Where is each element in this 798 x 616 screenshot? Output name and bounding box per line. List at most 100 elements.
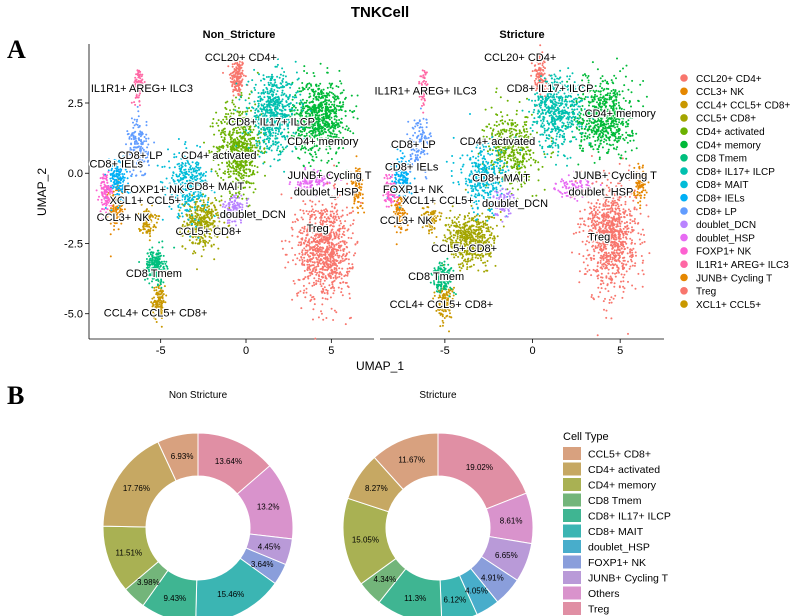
umap-point xyxy=(240,85,243,87)
umap-point xyxy=(241,135,244,138)
umap-point xyxy=(341,209,344,212)
umap-point xyxy=(314,153,317,156)
umap-point xyxy=(307,277,310,280)
umap-point xyxy=(110,209,113,212)
umap-point xyxy=(226,141,229,144)
umap-point xyxy=(189,208,192,211)
umap-point xyxy=(232,165,234,167)
umap-point xyxy=(97,198,100,201)
umap-point xyxy=(326,71,329,74)
umap-point xyxy=(112,220,115,223)
umap-point xyxy=(188,223,190,226)
umap-point xyxy=(197,162,200,165)
umap-point xyxy=(347,236,350,239)
umap-point xyxy=(201,236,203,239)
umap-point xyxy=(168,166,171,169)
umap-point xyxy=(158,299,161,302)
umap-point xyxy=(155,321,158,323)
umap-point xyxy=(161,289,164,292)
umap-point xyxy=(309,113,311,116)
umap-point xyxy=(196,224,199,227)
umap-point xyxy=(115,206,117,209)
umap-point xyxy=(344,255,347,258)
umap-point xyxy=(235,82,238,85)
umap-point xyxy=(138,104,141,107)
umap-point xyxy=(193,196,196,199)
umap-point xyxy=(346,229,349,232)
umap-point xyxy=(177,179,180,182)
umap-point xyxy=(184,176,187,179)
umap-point xyxy=(237,93,240,96)
umap-point xyxy=(299,229,302,232)
umap-point xyxy=(147,137,150,140)
umap-point xyxy=(236,138,239,141)
umap-point xyxy=(122,180,125,183)
umap-point xyxy=(327,159,330,162)
umap-point xyxy=(223,140,226,143)
umap-point xyxy=(325,148,328,151)
umap-point xyxy=(189,168,192,171)
umap-point xyxy=(279,153,282,156)
umap-point xyxy=(106,185,109,188)
umap-point xyxy=(206,220,209,223)
umap-point xyxy=(121,210,124,213)
umap-point xyxy=(188,213,191,216)
umap-point xyxy=(231,206,234,208)
umap-point xyxy=(251,79,254,82)
umap-point xyxy=(335,311,338,314)
umap-point xyxy=(309,165,312,168)
umap-point xyxy=(277,133,279,136)
umap-point xyxy=(208,205,210,208)
umap-point xyxy=(161,218,164,221)
umap-point xyxy=(250,146,253,149)
umap-point xyxy=(311,261,314,264)
umap-point xyxy=(271,85,274,88)
umap-point xyxy=(155,286,158,289)
umap-point xyxy=(283,92,286,95)
umap-point xyxy=(340,82,343,85)
umap-point xyxy=(284,75,287,78)
umap-point xyxy=(233,63,236,65)
umap-point xyxy=(239,67,242,70)
umap-point xyxy=(275,129,277,132)
umap-point xyxy=(195,171,198,174)
umap-point xyxy=(130,117,133,120)
umap-point xyxy=(113,228,115,231)
umap-point xyxy=(179,228,182,231)
umap-point xyxy=(253,136,256,139)
umap-point xyxy=(214,234,216,237)
umap-point xyxy=(212,145,215,148)
umap-point xyxy=(266,90,269,93)
umap-point xyxy=(191,167,194,170)
umap-point xyxy=(257,92,260,94)
umap-point xyxy=(267,147,270,150)
umap-point xyxy=(302,212,305,215)
umap-point xyxy=(191,222,194,225)
umap-point xyxy=(309,181,312,184)
umap-point xyxy=(249,128,252,131)
umap-point xyxy=(337,242,340,245)
umap-point xyxy=(257,137,260,139)
umap-point xyxy=(274,143,277,146)
umap-point xyxy=(234,169,237,172)
umap-point xyxy=(180,198,183,201)
umap-point xyxy=(212,243,215,246)
umap-point xyxy=(153,289,156,292)
umap-point xyxy=(130,138,133,140)
umap-point xyxy=(202,218,205,221)
umap-point xyxy=(104,192,106,195)
umap-point xyxy=(205,171,208,173)
umap-point xyxy=(236,64,239,67)
umap-point xyxy=(140,75,143,78)
umap-point xyxy=(256,153,259,156)
umap-point xyxy=(341,105,344,108)
umap-point xyxy=(254,188,257,191)
umap-point xyxy=(162,281,165,284)
umap-point xyxy=(241,206,244,209)
umap-point xyxy=(301,238,304,241)
umap-point xyxy=(158,303,161,306)
umap-point xyxy=(221,129,224,132)
umap-point xyxy=(245,129,248,132)
umap-point xyxy=(160,300,163,302)
umap-point xyxy=(210,170,213,173)
